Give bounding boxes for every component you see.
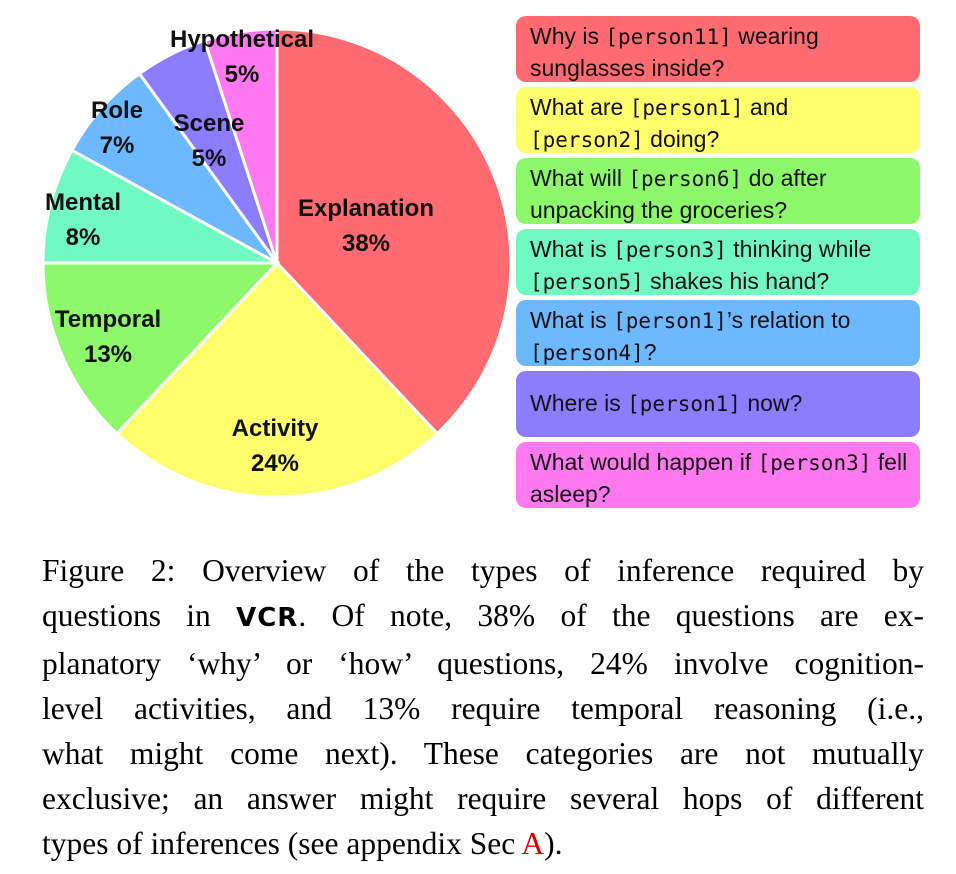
pie-chart: Explanation 38% Activity 24% Temporal 13% Ment… — [41, 26, 510, 499]
question-text: What would happen if [person3] fell asle… — [530, 449, 908, 507]
caption-line-5: what might come next). These categories … — [42, 736, 924, 771]
slice-label-explanation: Explanation — [298, 195, 434, 222]
caption-line-4: level activities, and 13% require tempor… — [42, 691, 924, 726]
slice-value-activity: 24% — [251, 450, 299, 477]
question-text: What will [person6] do after unpacking t… — [530, 165, 827, 223]
question-text: What is [person3] thinking while [person… — [530, 236, 872, 294]
question-text: Why is [person11] wearing sunglasses ins… — [530, 23, 819, 81]
question-box-3: What will [person6] do after unpacking t… — [516, 158, 920, 224]
appendix-link[interactable]: A — [521, 826, 545, 861]
question-text: What are [person1] and [person2] doing? — [530, 94, 789, 152]
slice-value-role: 7% — [100, 132, 135, 159]
slice-value-hypothetical: 5% — [225, 61, 260, 88]
pie-slice-mental — [41, 148, 278, 265]
slice-label-hypothetical: Hypothetical — [170, 26, 314, 53]
question-box-4: What is [person3] thinking while [person… — [516, 229, 920, 295]
pie-slice-explanation — [275, 27, 510, 436]
slice-label-scene: Scene — [174, 110, 245, 137]
vcr-logo-text: VCR — [236, 603, 299, 633]
slice-value-explanation: 38% — [342, 230, 390, 257]
question-box-7: What would happen if [person3] fell asle… — [516, 442, 920, 508]
pie-slice-hypothetical — [202, 27, 279, 264]
question-text: Where is [person1] now? — [530, 390, 803, 416]
slice-value-scene: 5% — [192, 145, 227, 172]
question-text: What is [person1]’s relation to [person4… — [530, 307, 851, 365]
question-box-5: What is [person1]’s relation to [person4… — [516, 300, 920, 366]
caption-line-1: Figure 2: Overview of the types of infer… — [42, 553, 924, 588]
slice-label-activity: Activity — [232, 415, 319, 442]
pie-slice-role — [69, 71, 279, 265]
slice-value-temporal: 13% — [84, 341, 132, 368]
slice-label-mental: Mental — [45, 189, 121, 216]
pie-slice-activity — [114, 260, 440, 499]
slice-label-temporal: Temporal — [55, 306, 161, 333]
caption-line-6: exclusive; an answer might require sever… — [42, 781, 924, 816]
slice-label-role: Role — [91, 97, 143, 124]
question-box-2: What are [person1] and [person2] doing? — [516, 87, 920, 153]
question-box-6: Where is [person1] now? — [516, 371, 920, 437]
example-questions: Why is [person11] wearing sunglasses ins… — [516, 16, 920, 513]
pie-slice-temporal — [41, 261, 281, 436]
figure-caption: Figure 2: Overview of the types of infer… — [42, 548, 924, 866]
slice-value-mental: 8% — [66, 224, 101, 251]
question-box-1: Why is [person11] wearing sunglasses ins… — [516, 16, 920, 82]
caption-line-7: types of inferences (see appendix Sec A)… — [42, 826, 563, 861]
caption-line-3: planatory ‘why’ or ‘how’ questions, 24% … — [42, 646, 924, 681]
caption-line-2: questions in VCR. Of note, 38% of the qu… — [42, 598, 924, 633]
